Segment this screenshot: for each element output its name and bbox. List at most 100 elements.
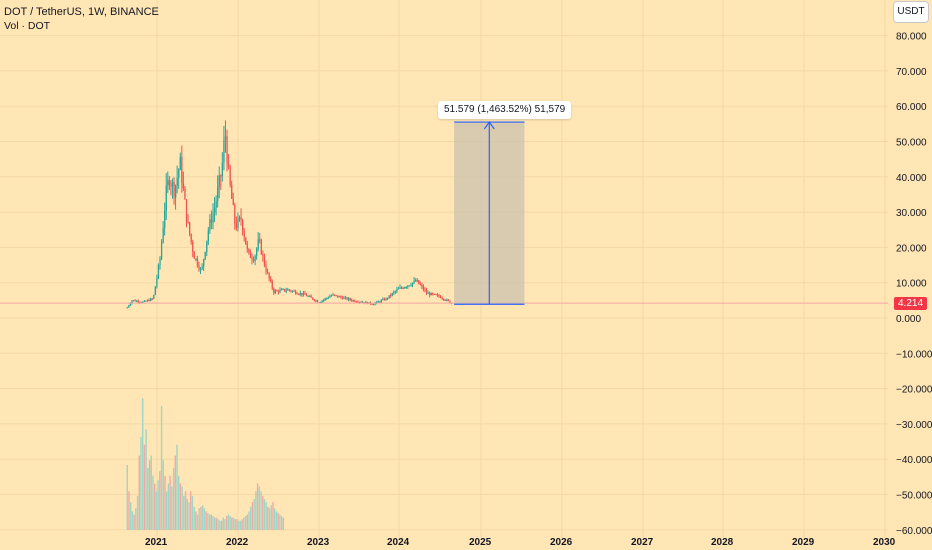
- candle-body: [193, 252, 195, 259]
- volume-bar: [136, 495, 139, 530]
- volume-bar: [138, 455, 140, 530]
- candle-body: [332, 294, 334, 296]
- volume-bar: [126, 464, 128, 530]
- candle-body: [347, 298, 350, 300]
- candle-body: [173, 182, 175, 198]
- candle-body: [227, 164, 230, 168]
- x-axis-tick-label: 2023: [307, 537, 330, 548]
- candle-body: [182, 183, 185, 189]
- candle-body: [321, 300, 323, 303]
- candle-body: [357, 301, 359, 303]
- volume-bar: [229, 516, 231, 530]
- candle-body: [441, 297, 443, 299]
- candle-body: [249, 251, 252, 258]
- measure-tool-label[interactable]: 51.579 (1,463.52%) 51,579: [438, 101, 572, 119]
- volume-bar: [256, 483, 259, 530]
- candle-body: [312, 297, 314, 300]
- candle-body: [201, 266, 203, 269]
- candle-body: [132, 300, 135, 302]
- volume-bar: [212, 516, 214, 530]
- candle-body: [429, 293, 431, 296]
- candle-body: [377, 301, 379, 303]
- candle-body: [223, 139, 225, 163]
- candle-body: [274, 290, 277, 293]
- candle-body: [229, 167, 231, 185]
- candle-body: [418, 280, 420, 284]
- volume-bar: [191, 495, 194, 530]
- y-axis-tick-label: −10.000: [896, 349, 932, 360]
- volume-bar: [232, 517, 235, 530]
- candle-body: [333, 294, 336, 296]
- candle-body: [388, 295, 390, 299]
- candle-body: [256, 248, 258, 256]
- y-axis-tick-label: 40.000: [896, 173, 927, 184]
- candle-body: [432, 293, 434, 295]
- candle-body: [394, 291, 397, 293]
- volume-bar: [176, 444, 178, 530]
- symbol-title[interactable]: DOT / TetherUS, 1W, BINANCE: [4, 6, 159, 18]
- x-axis-tick-label: 2027: [631, 537, 654, 548]
- candle-body: [226, 136, 228, 165]
- candle-body: [276, 290, 278, 292]
- volume-bar: [274, 508, 276, 530]
- candle-body: [279, 289, 281, 293]
- candle-body: [396, 289, 398, 292]
- candle-body: [430, 293, 432, 296]
- candle-body: [343, 297, 345, 299]
- volume-bar: [241, 519, 243, 530]
- candle-body: [436, 294, 439, 296]
- candle-body: [160, 242, 163, 259]
- candle-body: [358, 302, 361, 304]
- candle-body: [164, 210, 166, 228]
- volume-bar: [239, 520, 242, 530]
- candle-body: [252, 259, 255, 262]
- x-axis-tick-label: 2022: [226, 537, 249, 548]
- candle-body: [422, 286, 425, 290]
- volume-bar: [207, 512, 209, 530]
- volume-bar: [179, 483, 182, 530]
- candle-body: [181, 156, 183, 184]
- candle-body: [302, 293, 305, 295]
- volume-bar: [135, 508, 137, 530]
- candle-body: [277, 290, 280, 293]
- candle-body: [204, 252, 206, 260]
- volume-bar: [196, 514, 199, 530]
- volume-bar: [246, 514, 248, 530]
- candle-body: [280, 289, 283, 291]
- volume-bar: [262, 495, 264, 530]
- candle-body: [168, 180, 171, 186]
- volume-bar: [202, 505, 204, 530]
- volume-bar: [275, 511, 278, 530]
- candle-body: [383, 298, 386, 301]
- candle-body: [393, 292, 395, 294]
- candle-body: [273, 288, 275, 293]
- x-axis-tick-label: 2030: [873, 537, 896, 548]
- candle-body: [266, 271, 269, 273]
- candle-body: [299, 292, 301, 295]
- volume-bar: [260, 491, 262, 530]
- volume-bar: [167, 483, 170, 530]
- volume-bar: [160, 406, 163, 530]
- volume-bar: [203, 508, 206, 530]
- candle-body: [439, 296, 442, 298]
- candle-body: [413, 280, 415, 283]
- candle-body: [408, 285, 411, 287]
- volume-indicator-label[interactable]: Vol · DOT: [4, 20, 51, 32]
- candle-body: [126, 307, 128, 309]
- candle-body: [196, 258, 199, 266]
- candle-body: [427, 293, 429, 295]
- candle-body: [238, 217, 241, 219]
- candle-body: [206, 240, 208, 253]
- candle-body: [137, 300, 139, 303]
- candle-body: [268, 272, 270, 279]
- currency-unit-button[interactable]: USDT: [893, 1, 929, 23]
- candle-body: [411, 282, 414, 286]
- volume-bar: [238, 520, 240, 530]
- candle-body: [323, 299, 325, 301]
- volume-bar: [226, 516, 228, 530]
- volume-bar: [141, 398, 144, 530]
- candle-body: [340, 296, 342, 298]
- y-axis-tick-label: −30.000: [896, 420, 932, 431]
